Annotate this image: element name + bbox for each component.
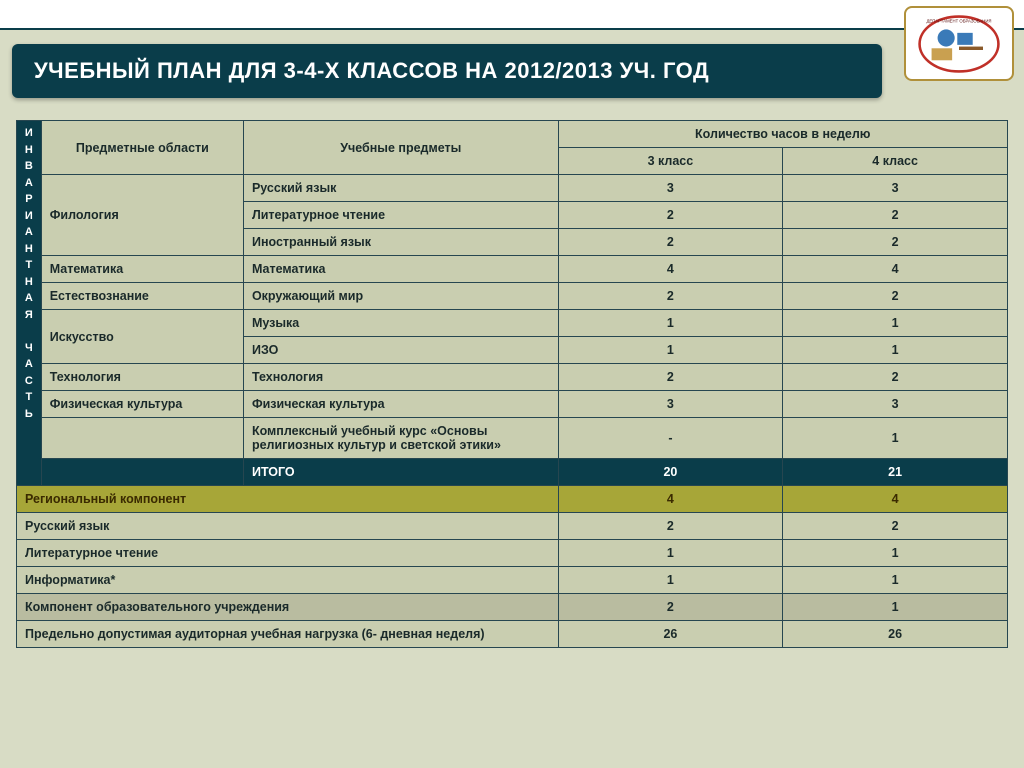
regional-item-row: Русский язык 2 2 (17, 513, 1008, 540)
value-cell: 3 (783, 391, 1008, 418)
max-load-row: Предельно допустимая аудиторная учебная … (17, 621, 1008, 648)
subject-cell: Технология (243, 364, 558, 391)
subject-cell: Музыка (243, 310, 558, 337)
subject-cell: Иностранный язык (243, 229, 558, 256)
header-class3: 3 класс (558, 148, 783, 175)
value-cell: 1 (783, 310, 1008, 337)
value-cell: 1 (783, 418, 1008, 459)
table-row: Математика Математика 4 4 (17, 256, 1008, 283)
regional-item-label: Русский язык (17, 513, 559, 540)
value-cell: 2 (783, 229, 1008, 256)
area-cell: Математика (41, 256, 243, 283)
area-cell: Искусство (41, 310, 243, 364)
subject-cell: Литературное чтение (243, 202, 558, 229)
value-cell: 1 (558, 337, 783, 364)
table-row: Филология Русский язык 3 3 (17, 175, 1008, 202)
subject-cell: Русский язык (243, 175, 558, 202)
regional-c4: 4 (783, 486, 1008, 513)
department-logo: ДЕПАРТАМЕНТ ОБРАЗОВАНИЯ (904, 6, 1014, 81)
total-c4: 21 (783, 459, 1008, 486)
table-row: Комплексный учебный курс «Основы религио… (17, 418, 1008, 459)
page-title: УЧЕБНЫЙ ПЛАН ДЛЯ 3-4-Х КЛАССОВ НА 2012/2… (12, 44, 882, 98)
regional-item-row: Литературное чтение 1 1 (17, 540, 1008, 567)
value-cell: 3 (558, 391, 783, 418)
max-load-c4: 26 (783, 621, 1008, 648)
svg-text:ДЕПАРТАМЕНТ ОБРАЗОВАНИЯ: ДЕПАРТАМЕНТ ОБРАЗОВАНИЯ (927, 18, 992, 23)
curriculum-table: ИНВАРИАНТНАЯЧАСТЬ Предметные области Уче… (16, 120, 1008, 648)
total-empty (41, 459, 243, 486)
institution-row: Компонент образовательного учреждения 2 … (17, 594, 1008, 621)
value-cell: 1 (783, 337, 1008, 364)
top-bar (0, 0, 1024, 30)
regional-item-c4: 1 (783, 540, 1008, 567)
regional-item-c4: 1 (783, 567, 1008, 594)
header-hours: Количество часов в неделю (558, 121, 1007, 148)
total-row: ИТОГО 20 21 (17, 459, 1008, 486)
value-cell: 2 (558, 229, 783, 256)
value-cell: 3 (558, 175, 783, 202)
regional-item-label: Информатика* (17, 567, 559, 594)
table-row: Естествознание Окружающий мир 2 2 (17, 283, 1008, 310)
regional-item-c3: 2 (558, 513, 783, 540)
max-load-label: Предельно допустимая аудиторная учебная … (17, 621, 559, 648)
regional-row: Региональный компонент 4 4 (17, 486, 1008, 513)
curriculum-table-wrap: ИНВАРИАНТНАЯЧАСТЬ Предметные области Уче… (16, 120, 1008, 648)
value-cell: 1 (558, 310, 783, 337)
regional-item-c3: 1 (558, 567, 783, 594)
institution-label: Компонент образовательного учреждения (17, 594, 559, 621)
regional-label: Региональный компонент (17, 486, 559, 513)
total-label: ИТОГО (243, 459, 558, 486)
value-cell: 4 (783, 256, 1008, 283)
value-cell: 2 (783, 283, 1008, 310)
area-cell: Филология (41, 175, 243, 256)
value-cell: 2 (558, 364, 783, 391)
regional-item-c4: 2 (783, 513, 1008, 540)
header-subjects: Учебные предметы (243, 121, 558, 175)
max-load-c3: 26 (558, 621, 783, 648)
regional-item-row: Информатика* 1 1 (17, 567, 1008, 594)
institution-c3: 2 (558, 594, 783, 621)
value-cell: 2 (558, 283, 783, 310)
area-cell: Технология (41, 364, 243, 391)
regional-item-label: Литературное чтение (17, 540, 559, 567)
area-cell (41, 418, 243, 459)
header-areas: Предметные области (41, 121, 243, 175)
table-row: Искусство Музыка 1 1 (17, 310, 1008, 337)
regional-c3: 4 (558, 486, 783, 513)
value-cell: 2 (558, 202, 783, 229)
subject-cell: Физическая культура (243, 391, 558, 418)
subject-cell: ИЗО (243, 337, 558, 364)
area-cell: Физическая культура (41, 391, 243, 418)
header-class4: 4 класс (783, 148, 1008, 175)
table-row: Технология Технология 2 2 (17, 364, 1008, 391)
value-cell: 2 (783, 364, 1008, 391)
subject-cell: Окружающий мир (243, 283, 558, 310)
total-c3: 20 (558, 459, 783, 486)
value-cell: 2 (783, 202, 1008, 229)
regional-item-c3: 1 (558, 540, 783, 567)
subject-cell: Комплексный учебный курс «Основы религио… (243, 418, 558, 459)
subject-cell: Математика (243, 256, 558, 283)
value-cell: 4 (558, 256, 783, 283)
vertical-section-label: ИНВАРИАНТНАЯЧАСТЬ (17, 121, 42, 486)
area-cell: Естествознание (41, 283, 243, 310)
table-row: Физическая культура Физическая культура … (17, 391, 1008, 418)
value-cell: - (558, 418, 783, 459)
value-cell: 3 (783, 175, 1008, 202)
institution-c4: 1 (783, 594, 1008, 621)
